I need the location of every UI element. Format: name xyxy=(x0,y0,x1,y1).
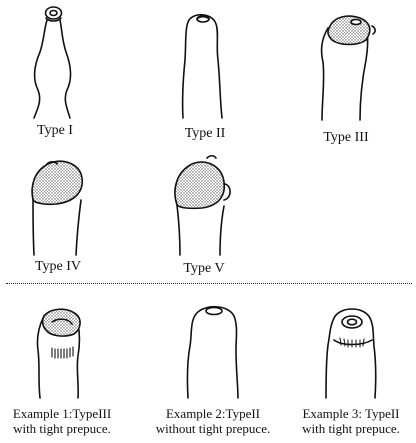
type-3-figure xyxy=(320,15,376,121)
example-1-label: Example 1:TypeIII with tight prepuce. xyxy=(13,406,111,436)
type-3-label: Type III xyxy=(323,130,369,145)
type-1-label: Type I xyxy=(37,123,73,138)
example-1-line1: Example 1:TypeIII xyxy=(12,406,112,421)
example-2-figure xyxy=(186,305,239,399)
example-2-line1: Example 2:TypeII xyxy=(165,406,261,421)
type-5-figure xyxy=(174,154,231,256)
type-5-label: Type V xyxy=(183,261,225,276)
type-4-label: Type IV xyxy=(34,259,82,274)
example-1-line2: with tight prepuce. xyxy=(13,421,111,436)
example-1-figure xyxy=(36,308,81,399)
example-3-line2: with tight prepuce. xyxy=(302,421,400,436)
example-2-line2: without tight prepuce. xyxy=(155,421,271,436)
example-3-label: Example 3: TypeII with tight prepuce. xyxy=(302,406,400,436)
example-2-label: Example 2:TypeII without tight prepuce. xyxy=(156,406,270,436)
section-divider xyxy=(6,283,412,284)
type-4-figure xyxy=(31,160,83,256)
type-2-figure xyxy=(181,13,223,119)
type-1-figure xyxy=(33,6,72,119)
example-3-line1: Example 3: TypeII xyxy=(302,406,400,421)
type-2-label: Type II xyxy=(184,126,226,141)
example-3-figure xyxy=(325,308,377,399)
